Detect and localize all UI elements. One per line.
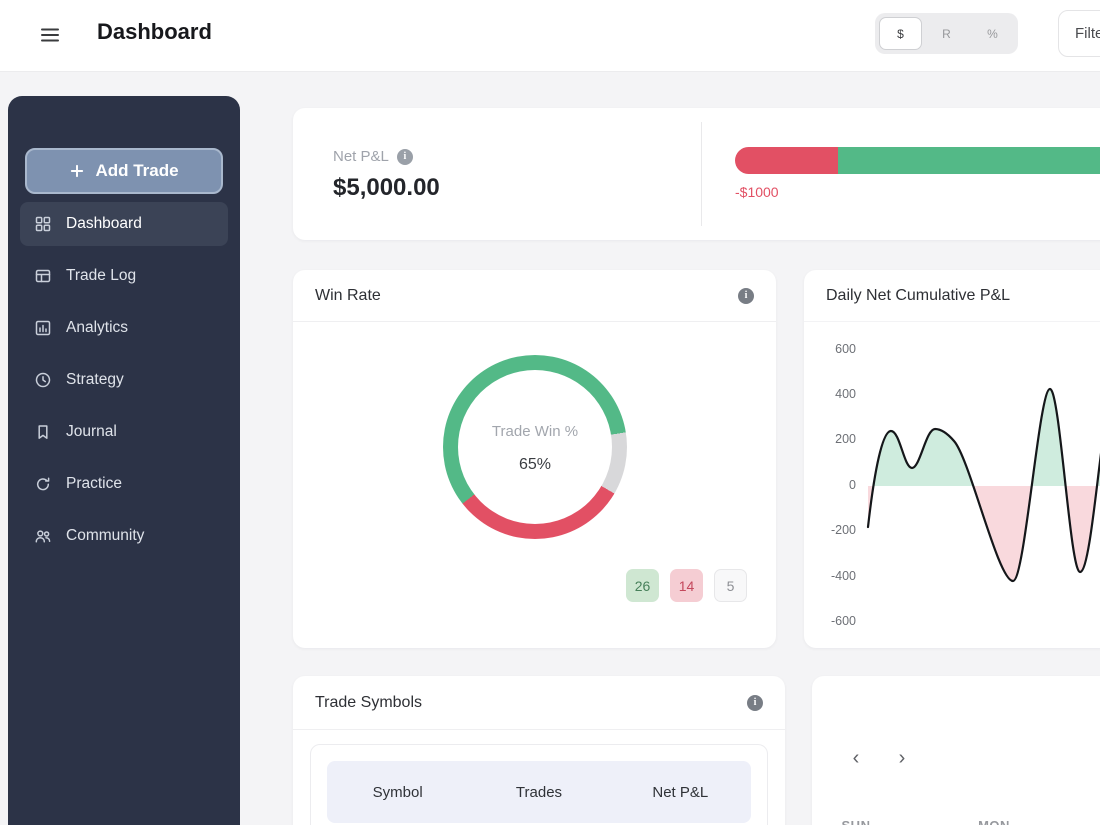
pnl-progress-bar	[735, 147, 1100, 174]
daily-pnl-header: Daily Net Cumulative P&L	[804, 270, 1100, 322]
win-rate-badges: 26 14 5	[626, 569, 747, 602]
sidebar-item-label: Analytics	[66, 319, 129, 336]
sidebar-item-practice[interactable]: Practice	[20, 462, 228, 506]
win-rate-title: Win Rate	[315, 286, 381, 304]
sidebar-item-label: Trade Log	[66, 267, 137, 284]
sidebar-item-label: Journal	[66, 423, 117, 440]
daily-pnl-card: Daily Net Cumulative P&L 600 400 200 0 -…	[804, 270, 1100, 648]
wins-badge: 26	[626, 569, 659, 602]
win-rate-donut: Trade Win % 65%	[443, 355, 627, 539]
sidebar-item-label: Community	[66, 527, 145, 544]
day-label-sun: SUN	[836, 818, 876, 825]
y-axis-tick: 400	[835, 387, 856, 401]
pnl-bar-positive	[838, 147, 1100, 174]
donut-center-value: 65%	[518, 456, 552, 473]
net-pnl-card: Net P&L i $5,000.00 -$1000	[293, 108, 1100, 240]
sidebar-item-label: Strategy	[66, 371, 124, 388]
grid-icon	[34, 215, 52, 233]
y-axis-tick: 200	[835, 432, 856, 446]
sidebar-item-dashboard[interactable]: Dashboard	[20, 202, 228, 246]
add-trade-label: Add Trade	[95, 161, 179, 180]
info-icon[interactable]: i	[396, 148, 413, 165]
day-label-mon: MON	[974, 818, 1014, 825]
calendar-card: ‹ › SUN MON	[812, 676, 1100, 825]
sidebar-nav: Dashboard Trade Log Analytics Strategy	[20, 202, 228, 558]
unit-dollar-button[interactable]: $	[879, 17, 922, 50]
pnl-bar-negative	[735, 147, 838, 174]
area-fill-negative	[868, 486, 1100, 581]
sidebar-item-strategy[interactable]: Strategy	[20, 358, 228, 402]
next-month-button[interactable]: ›	[898, 747, 906, 769]
losses-badge: 14	[670, 569, 703, 602]
symbols-table-header: Symbol Trades Net P&L	[327, 761, 751, 823]
refresh-icon	[34, 475, 52, 493]
unit-percent-button[interactable]: %	[987, 26, 998, 41]
column-net-pnl: Net P&L	[652, 783, 709, 801]
sidebar-item-analytics[interactable]: Analytics	[20, 306, 228, 350]
y-axis-tick: 0	[849, 478, 856, 492]
sidebar-item-label: Practice	[66, 475, 122, 492]
y-axis-tick: -400	[830, 569, 856, 583]
sidebar-item-community[interactable]: Community	[20, 514, 228, 558]
daily-pnl-chart	[866, 387, 1100, 583]
bookmark-icon	[34, 423, 52, 441]
table-icon	[34, 267, 52, 285]
unit-toggle: $ R %	[875, 13, 1018, 54]
net-pnl-value: $5,000.00	[333, 174, 440, 201]
clock-icon	[34, 371, 52, 389]
unit-r-button[interactable]: R	[942, 26, 951, 41]
vertical-divider	[701, 122, 702, 226]
people-icon	[34, 527, 52, 545]
column-trades: Trades	[515, 783, 563, 801]
menu-button[interactable]	[38, 23, 62, 47]
pnl-line	[866, 387, 1100, 583]
trade-symbols-table: Symbol Trades Net P&L	[310, 744, 768, 825]
y-axis-tick: 600	[835, 342, 856, 356]
info-icon[interactable]: i	[738, 287, 754, 304]
plus-icon	[71, 164, 84, 178]
bar-chart-icon	[34, 319, 52, 337]
negative-amount-label: -$1000	[735, 184, 779, 200]
net-pnl-label-row: Net P&L i	[333, 148, 413, 165]
donut-center-label: Trade Win %	[491, 423, 579, 440]
net-pnl-label: Net P&L	[333, 148, 389, 165]
trade-symbols-title: Trade Symbols	[315, 693, 422, 711]
top-bar: Dashboard $ R % Filters	[0, 0, 1100, 72]
y-axis-tick: -200	[830, 523, 856, 537]
win-rate-header: Win Rate i	[293, 270, 776, 322]
trade-symbols-card: Trade Symbols i Symbol Trades Net P&L	[293, 676, 785, 825]
prev-month-button[interactable]: ‹	[852, 747, 860, 769]
hamburger-icon	[41, 28, 59, 42]
win-rate-card: Win Rate i Trade Win % 65% 26 14 5	[293, 270, 776, 648]
sidebar-item-trade-log[interactable]: Trade Log	[20, 254, 228, 298]
area-fill-positive	[868, 389, 1100, 486]
column-symbol: Symbol	[372, 783, 423, 801]
sidebar-item-journal[interactable]: Journal	[20, 410, 228, 454]
y-axis-tick: -600	[830, 614, 856, 628]
page-title: Dashboard	[97, 19, 212, 44]
daily-pnl-title: Daily Net Cumulative P&L	[826, 286, 1011, 304]
sidebar: Add Trade Dashboard Trade Log Analytics	[8, 96, 240, 825]
sidebar-item-label: Dashboard	[66, 215, 142, 232]
trade-symbols-header: Trade Symbols i	[293, 676, 785, 730]
add-trade-button[interactable]: Add Trade	[25, 148, 223, 194]
filters-button[interactable]: Filters	[1058, 10, 1100, 57]
breakeven-badge: 5	[714, 569, 747, 602]
info-icon[interactable]: i	[747, 694, 763, 711]
